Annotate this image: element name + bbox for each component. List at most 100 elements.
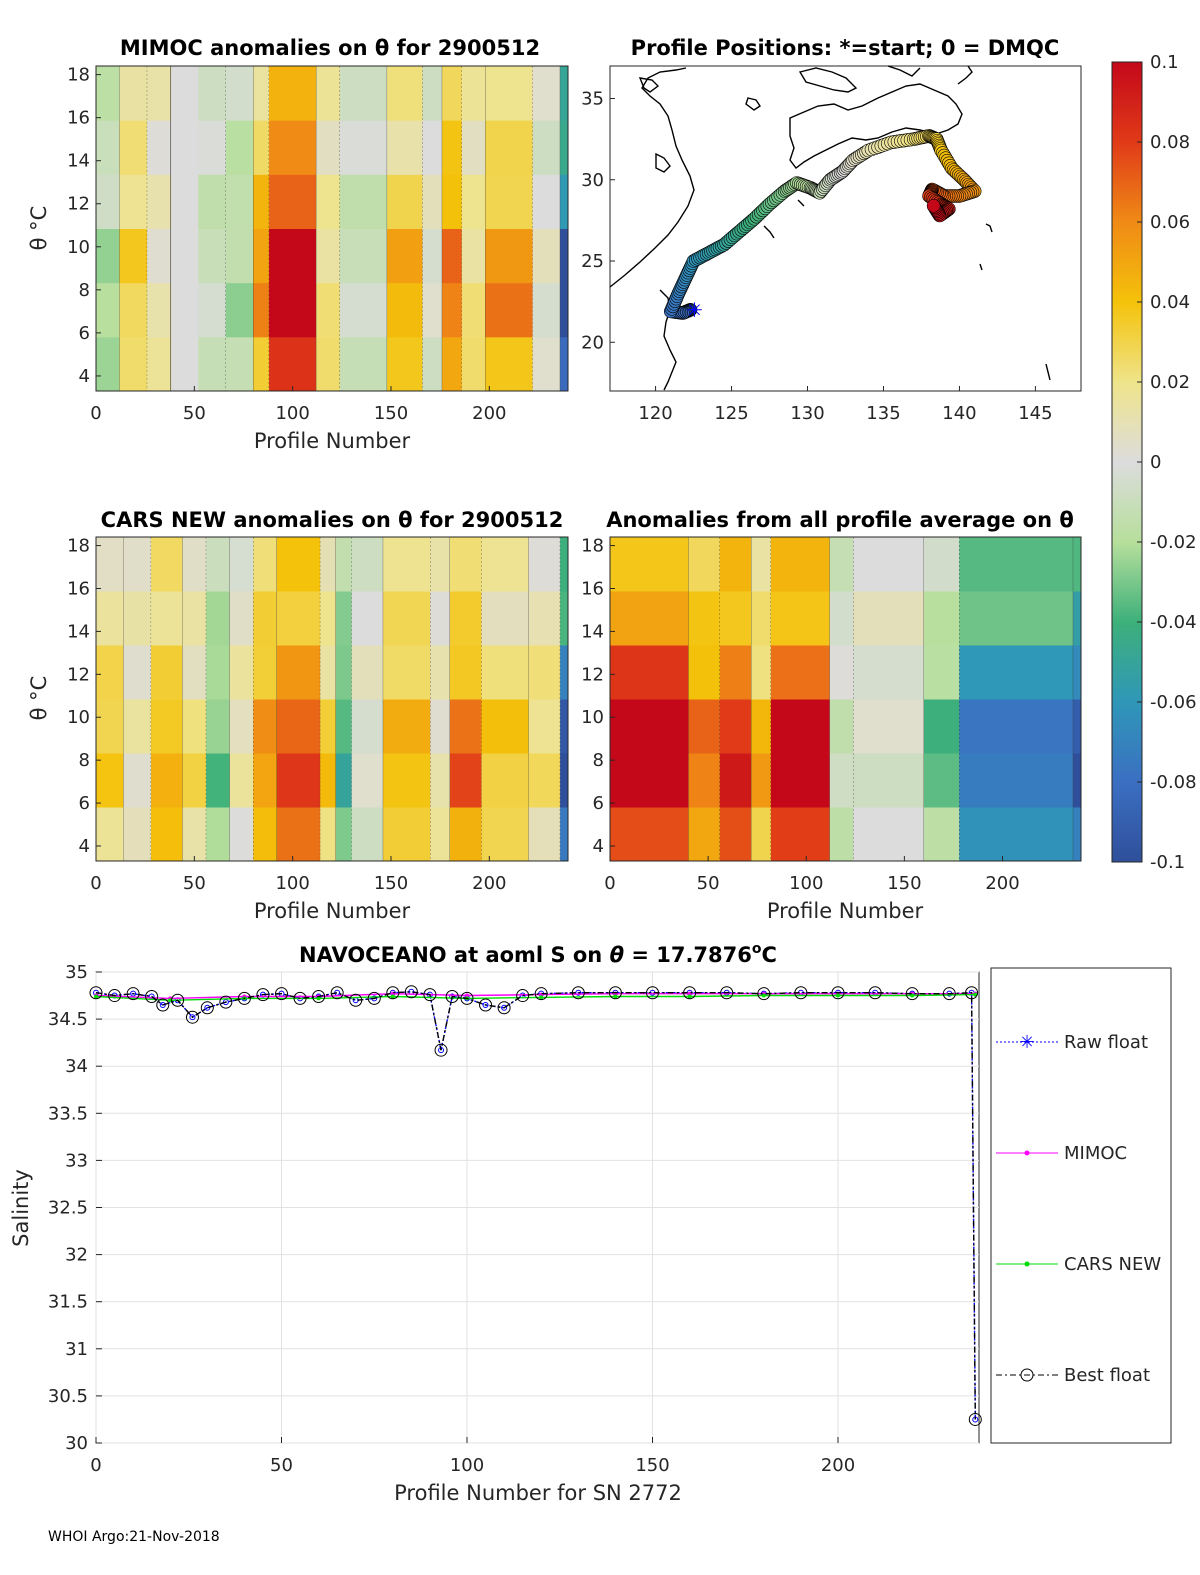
heatmap-cell (123, 699, 152, 754)
x-tick-label: 100 (789, 873, 823, 894)
heatmap-cell (335, 537, 353, 592)
footer-credit: WHOI Argo:21-Nov-2018 (48, 1529, 220, 1545)
best-float-point (185, 1010, 199, 1024)
heatmap-cell (96, 699, 125, 754)
x-tick-label: 145 (1018, 403, 1052, 424)
heatmap-cell (528, 645, 561, 700)
y-tick-label: 16 (67, 108, 90, 129)
y-tick-label: 10 (581, 707, 604, 728)
heatmap-cell (528, 591, 561, 646)
heatmap-cell (335, 699, 353, 754)
heatmap-cell (206, 591, 231, 646)
best-float-point (757, 987, 771, 1001)
heatmap-cell (383, 699, 431, 754)
heatmap-cell (481, 645, 530, 700)
heatmap-cell (335, 591, 353, 646)
heatmap-cell (853, 645, 925, 700)
heatmap-cell (430, 645, 451, 700)
best-float-point (831, 986, 845, 1000)
raw-float-point (482, 1001, 489, 1008)
mimoc-point (465, 993, 470, 998)
cars-point (687, 994, 692, 999)
heatmap-cell (770, 753, 831, 808)
heatmap-cell (719, 699, 752, 754)
heatmap-cell (123, 807, 152, 861)
x-tick-label: 150 (374, 873, 408, 894)
heatmap-cell (198, 174, 227, 229)
heatmap-cell (853, 591, 925, 646)
heatmap-cell (528, 537, 561, 592)
heatmap-cell (182, 591, 207, 646)
best-float-point (683, 986, 697, 1000)
y-tick-label: 30 (65, 1433, 88, 1454)
y-tick-label: 12 (67, 194, 90, 215)
heatmap-cell (751, 591, 772, 646)
heatmap-cell (924, 807, 960, 861)
heatmap-cell (442, 174, 463, 229)
heatmap-cell (316, 282, 341, 338)
colorbar-tick-label: -0.04 (1150, 612, 1197, 633)
heatmap-cell (198, 336, 227, 391)
cars-point (910, 993, 915, 998)
best-float-point (571, 986, 585, 1000)
legend-best-marker (1020, 1368, 1034, 1382)
best-float-point (108, 989, 122, 1003)
heatmap-cell (339, 228, 388, 284)
heatmap-cell (450, 591, 482, 646)
legend-best: Best float (996, 1365, 1150, 1386)
cars-axes-box (95, 536, 569, 862)
heatmap-cell (422, 174, 443, 229)
heatmap-cell (450, 537, 482, 592)
heatmap-cell (96, 753, 125, 808)
x-tick-label: 50 (183, 403, 206, 424)
y-tick-label: 6 (79, 793, 90, 814)
track-point (926, 198, 941, 213)
heatmap-cell (387, 120, 423, 175)
heatmap-cell (959, 753, 1074, 808)
y-tick-label: 16 (67, 578, 90, 599)
heatmap-cell (528, 699, 561, 754)
heatmap-cell (688, 807, 721, 861)
heatmap-cell (442, 66, 463, 121)
heatmap-cell (481, 699, 530, 754)
y-tick-label: 4 (79, 836, 90, 857)
salinity-series (89, 985, 982, 1426)
best-float-point (330, 986, 344, 1000)
heatmap-cell (335, 645, 353, 700)
heatmap-cell (151, 807, 184, 861)
heatmap-cell (96, 645, 125, 700)
positions-axes-box (609, 65, 1082, 392)
heatmap-cell (481, 537, 530, 592)
heatmap-cell (276, 591, 321, 646)
y-tick-label: 8 (79, 750, 90, 771)
y-tick-label: 33 (65, 1150, 88, 1171)
heatmap-cell (206, 753, 231, 808)
heatmap-cell (96, 336, 121, 391)
salinity-title: NAVOCEANO at aoml S on θ = 17.7876oC (299, 941, 777, 967)
heatmap-cell (383, 645, 431, 700)
colorbar-tick-label: 0.04 (1150, 292, 1190, 313)
heatmap-cell (147, 120, 172, 175)
heatmap-cell (959, 537, 1074, 592)
best-float-point (404, 985, 418, 999)
heatmap-cell (560, 807, 568, 861)
heatmap-cell (198, 228, 227, 284)
heatmap-cell (461, 228, 486, 284)
cars-point (836, 993, 841, 998)
cars-xlabel: Profile Number (254, 899, 411, 923)
heatmap-cell (1073, 591, 1081, 646)
heatmap-cell (147, 66, 172, 121)
heatmap-cell (151, 699, 184, 754)
heatmap-cell (560, 336, 568, 391)
y-tick-label: 14 (67, 151, 90, 172)
colorbar-tick-label: 0.08 (1150, 132, 1190, 153)
best-float-point (445, 989, 459, 1003)
heatmap-cell (442, 228, 463, 284)
heatmap-cell (351, 699, 384, 754)
heatmap-cell (269, 282, 317, 338)
x-tick-label: 130 (790, 403, 824, 424)
y-tick-label: 30 (581, 170, 604, 191)
colorbar-tick-label: 0.1 (1150, 52, 1179, 73)
heatmap-cell (320, 699, 337, 754)
raw-float-point (130, 990, 137, 997)
